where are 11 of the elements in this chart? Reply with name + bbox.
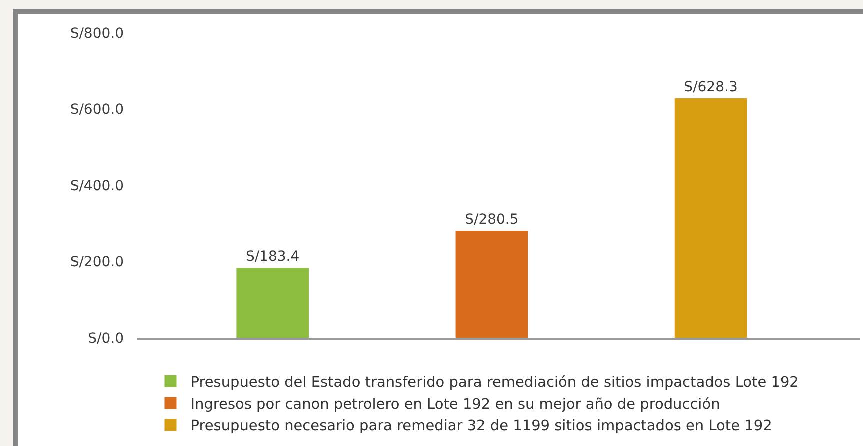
legend-label: Presupuesto necesario para remediar 32 de 1199 sitios impactados en Lote 192 (190, 418, 772, 435)
legend-label: Presupuesto del Estado transferido para remediación de sitios impactados Lote 192 (190, 375, 799, 392)
y-tick-label: S/600.0 (70, 102, 124, 118)
y-tick-label: S/200.0 (70, 254, 124, 271)
data-label: S/183.4 (246, 249, 300, 266)
legend-label: Ingresos por canon petrolero en Lote 192 en su mejor año de producción (190, 396, 720, 413)
y-tick-label: S/800.0 (70, 26, 124, 42)
data-label: S/280.5 (465, 212, 519, 228)
y-tick-label: S/0.0 (88, 330, 124, 347)
y-tick-label: S/400.0 (70, 178, 124, 194)
data-label: S/628.3 (684, 79, 738, 96)
